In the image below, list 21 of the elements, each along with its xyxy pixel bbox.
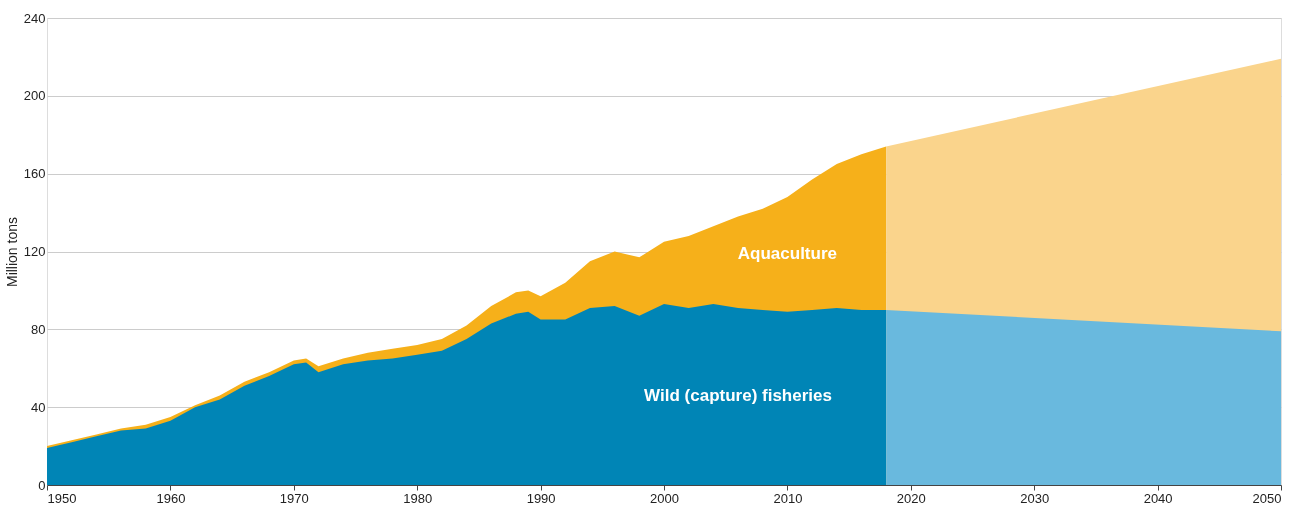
y-tick-label: 120 [23, 244, 46, 259]
x-tick-label: 1950 [47, 490, 77, 506]
x-tick-label: 2000 [650, 490, 679, 506]
y-tick-label: 160 [23, 166, 46, 182]
y-axis-title: Million tons [3, 216, 20, 288]
x-tick-label: 2010 [773, 490, 803, 506]
series-label: Wild (capture) fisheries [644, 386, 832, 406]
x-tick-label: 2030 [1020, 490, 1050, 506]
x-tick-label: 2050 [1252, 490, 1282, 506]
y-tick-label: 80 [31, 321, 46, 337]
x-tick-label: 2020 [896, 490, 926, 506]
y-tick-label: 0 [38, 477, 46, 493]
x-tick-label: 1980 [403, 490, 433, 506]
x-tick-label: 1960 [156, 490, 186, 506]
y-tick-label: 240 [23, 10, 46, 26]
x-tick-label: 1990 [526, 490, 556, 506]
y-tick-label: 200 [23, 88, 46, 104]
series-label: Aquaculture [737, 244, 837, 264]
x-tick-label: 1970 [279, 490, 309, 506]
y-tick-label: 40 [31, 399, 46, 415]
x-tick-label: 2040 [1143, 490, 1173, 506]
